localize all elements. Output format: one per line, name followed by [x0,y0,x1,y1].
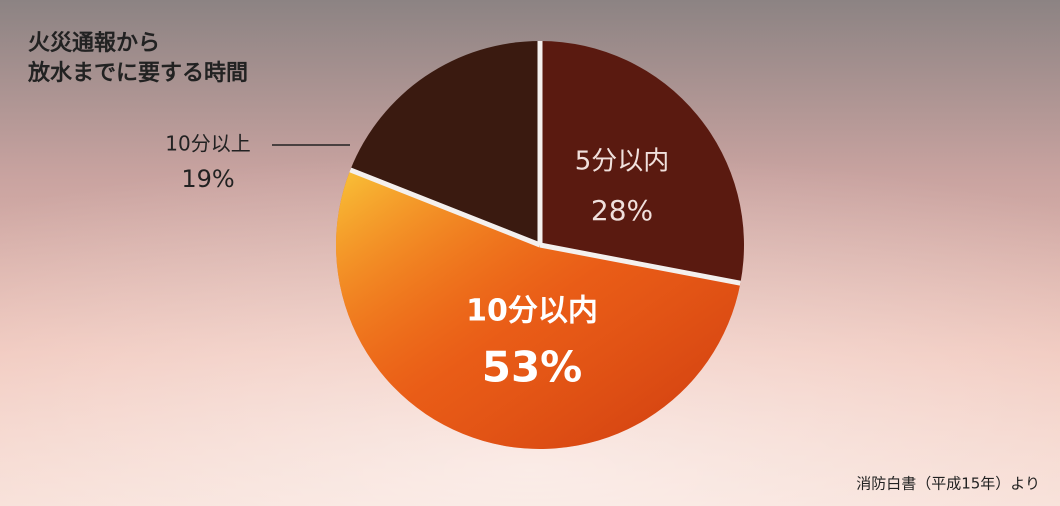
slice-divider [349,167,541,248]
pie-slice [540,41,745,284]
slice-glow [336,169,741,449]
chart-title: 放水までに要する時間 [27,60,248,86]
slice-divider [539,242,741,286]
slice-category-label: 10分以内 [466,294,598,329]
slice-category-label: 5分以内 [575,147,670,177]
chart-title: 火災通報から [28,30,160,56]
slice-value-label: 28% [591,194,653,227]
slice-value-label: 19% [181,165,234,193]
slice-category-label: 10分以上 [165,132,250,156]
source-note: 消防白書（平成15年）より [856,475,1040,493]
slice-value-label: 53% [482,343,583,392]
pie-slice [350,41,540,245]
